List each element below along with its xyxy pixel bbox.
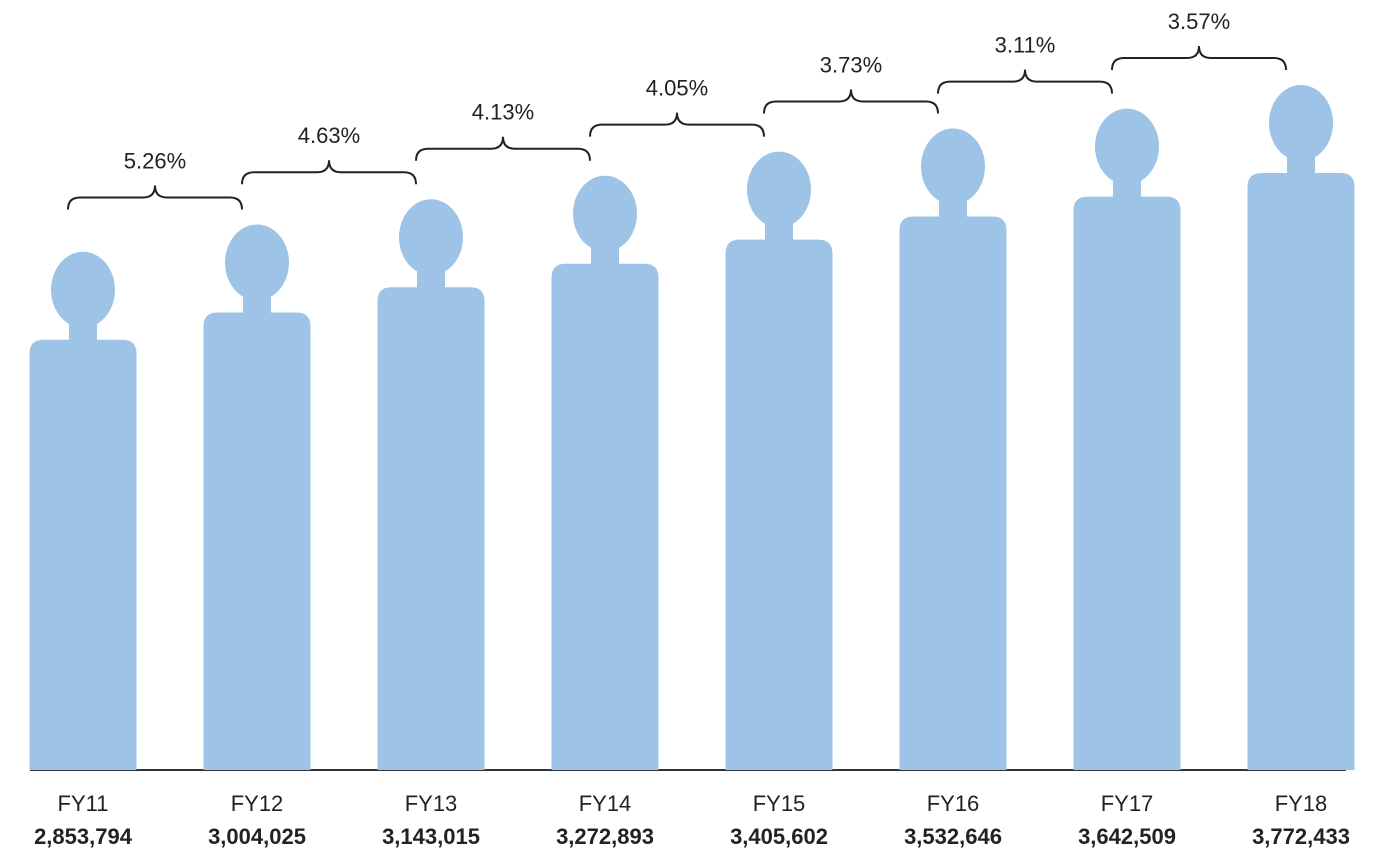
person-figure [725, 151, 833, 771]
figure-body [29, 339, 137, 770]
category-label: FY15 [753, 791, 806, 816]
growth-label: 4.05% [646, 75, 708, 100]
growth-label: 3.73% [820, 52, 882, 77]
growth-label: 4.63% [298, 123, 360, 148]
figure-body [725, 239, 833, 771]
figure-body [377, 287, 485, 770]
growth-label: 4.13% [472, 100, 534, 125]
figure-head [399, 199, 463, 276]
person-figure [551, 175, 659, 770]
person-figure [1073, 108, 1181, 770]
figure-body [203, 312, 311, 770]
figure-head [921, 128, 985, 205]
person-figure [899, 128, 1007, 770]
growth-brace [241, 160, 417, 185]
growth-brace [67, 185, 243, 210]
figure-head [225, 224, 289, 301]
value-label: 3,143,015 [382, 824, 480, 849]
category-label: FY11 [58, 791, 109, 816]
figure-head [51, 251, 115, 328]
category-label: FY14 [579, 791, 632, 816]
growth-brace [589, 112, 765, 137]
person-figure [1247, 85, 1355, 770]
growth-brace [415, 136, 591, 161]
category-label: FY16 [927, 791, 980, 816]
category-label: FY13 [405, 791, 458, 816]
value-label: 3,772,433 [1252, 824, 1350, 849]
value-label: 2,853,794 [34, 824, 133, 849]
growth-brace [763, 89, 939, 114]
value-label: 3,272,893 [556, 824, 654, 849]
growth-label: 3.11% [995, 32, 1056, 57]
value-label: 3,532,646 [904, 824, 1002, 849]
figure-body [1247, 173, 1355, 770]
figure-body [899, 216, 1007, 770]
figure-head [1269, 85, 1333, 161]
category-label: FY17 [1101, 791, 1154, 816]
value-label: 3,004,025 [208, 824, 306, 849]
value-label: 3,405,602 [730, 824, 828, 849]
figure-body [1073, 196, 1181, 770]
person-figure [377, 199, 485, 770]
growth-label: 3.57% [1168, 9, 1230, 34]
figure-head [1095, 108, 1159, 185]
growth-brace [937, 69, 1113, 94]
figure-head [747, 151, 811, 228]
value-label: 3,642,509 [1078, 824, 1176, 849]
person-figure [203, 224, 311, 770]
category-label: FY12 [231, 791, 284, 816]
figure-head [573, 175, 637, 252]
figure-body [551, 263, 659, 770]
growth-label: 5.26% [124, 148, 186, 173]
growth-brace [1111, 45, 1287, 71]
person-figure [29, 251, 137, 770]
category-label: FY18 [1275, 791, 1328, 816]
